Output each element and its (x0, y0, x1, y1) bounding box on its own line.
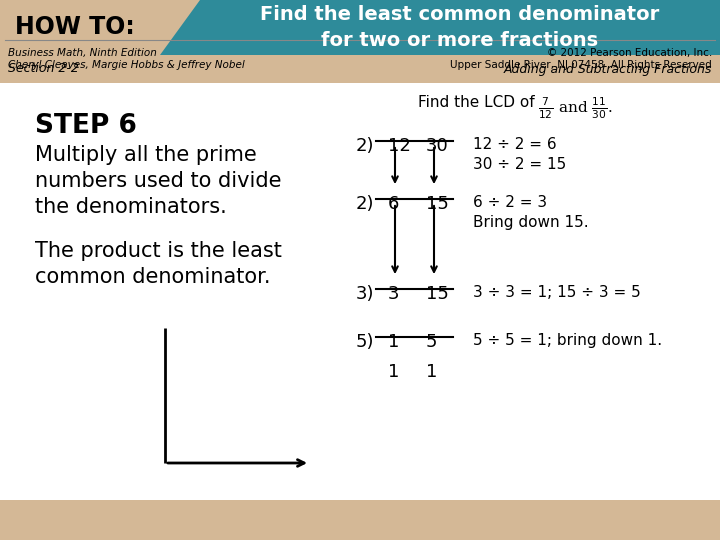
Bar (0, 83, 720, 500)
Text: $\frac{7}{12}$ and $\frac{11}{30}$.: $\frac{7}{12}$ and $\frac{11}{30}$. (538, 95, 613, 120)
Text: Cheryl Cleaves, Margie Hobbs & Jeffrey Nobel: Cheryl Cleaves, Margie Hobbs & Jeffrey N… (8, 60, 245, 70)
Text: STEP 6: STEP 6 (35, 113, 137, 139)
Text: 1: 1 (388, 333, 400, 351)
Text: Section 2-2: Section 2-2 (8, 63, 79, 76)
Text: numbers used to divide: numbers used to divide (35, 171, 282, 191)
Text: 3 ÷ 3 = 1; 15 ÷ 3 = 5: 3 ÷ 3 = 1; 15 ÷ 3 = 5 (473, 285, 641, 300)
Text: 3): 3) (356, 285, 374, 303)
Polygon shape (0, 0, 200, 55)
Text: 6: 6 (388, 195, 400, 213)
Text: 30: 30 (426, 137, 449, 155)
Text: the denominators.: the denominators. (35, 197, 227, 217)
Text: Business Math, Ninth Edition: Business Math, Ninth Edition (8, 48, 157, 58)
Text: 5): 5) (356, 333, 374, 351)
Text: 5 ÷ 5 = 1; bring down 1.: 5 ÷ 5 = 1; bring down 1. (473, 333, 662, 348)
Text: 5: 5 (426, 333, 438, 351)
Text: 3: 3 (388, 285, 400, 303)
Text: Bring down 15.: Bring down 15. (473, 215, 589, 230)
Text: 30 ÷ 2 = 15: 30 ÷ 2 = 15 (473, 157, 566, 172)
Text: Upper Saddle River, NJ 07458  All Rights Reserved: Upper Saddle River, NJ 07458 All Rights … (450, 60, 712, 70)
Bar (0, 55, 720, 83)
Text: Multiply all the prime: Multiply all the prime (35, 145, 257, 165)
Text: 15: 15 (426, 195, 449, 213)
Bar (0, 0, 720, 55)
Text: common denominator.: common denominator. (35, 267, 271, 287)
Text: HOW TO:: HOW TO: (15, 16, 135, 39)
Text: Find the least common denominator: Find the least common denominator (261, 5, 660, 24)
Text: Adding and Subtracting Fractions: Adding and Subtracting Fractions (503, 63, 712, 76)
Text: 12 ÷ 2 = 6: 12 ÷ 2 = 6 (473, 137, 557, 152)
Text: Find the LCD of: Find the LCD of (418, 95, 535, 110)
Text: 1: 1 (388, 363, 400, 381)
Text: 15: 15 (426, 285, 449, 303)
Text: for two or more fractions: for two or more fractions (321, 31, 598, 50)
Text: 12: 12 (388, 137, 411, 155)
Text: 2): 2) (356, 195, 374, 213)
Text: © 2012 Pearson Education, Inc.: © 2012 Pearson Education, Inc. (546, 48, 712, 58)
Text: 2): 2) (356, 137, 374, 155)
Text: The product is the least: The product is the least (35, 241, 282, 261)
Text: 1: 1 (426, 363, 437, 381)
Text: 6 ÷ 2 = 3: 6 ÷ 2 = 3 (473, 195, 547, 210)
